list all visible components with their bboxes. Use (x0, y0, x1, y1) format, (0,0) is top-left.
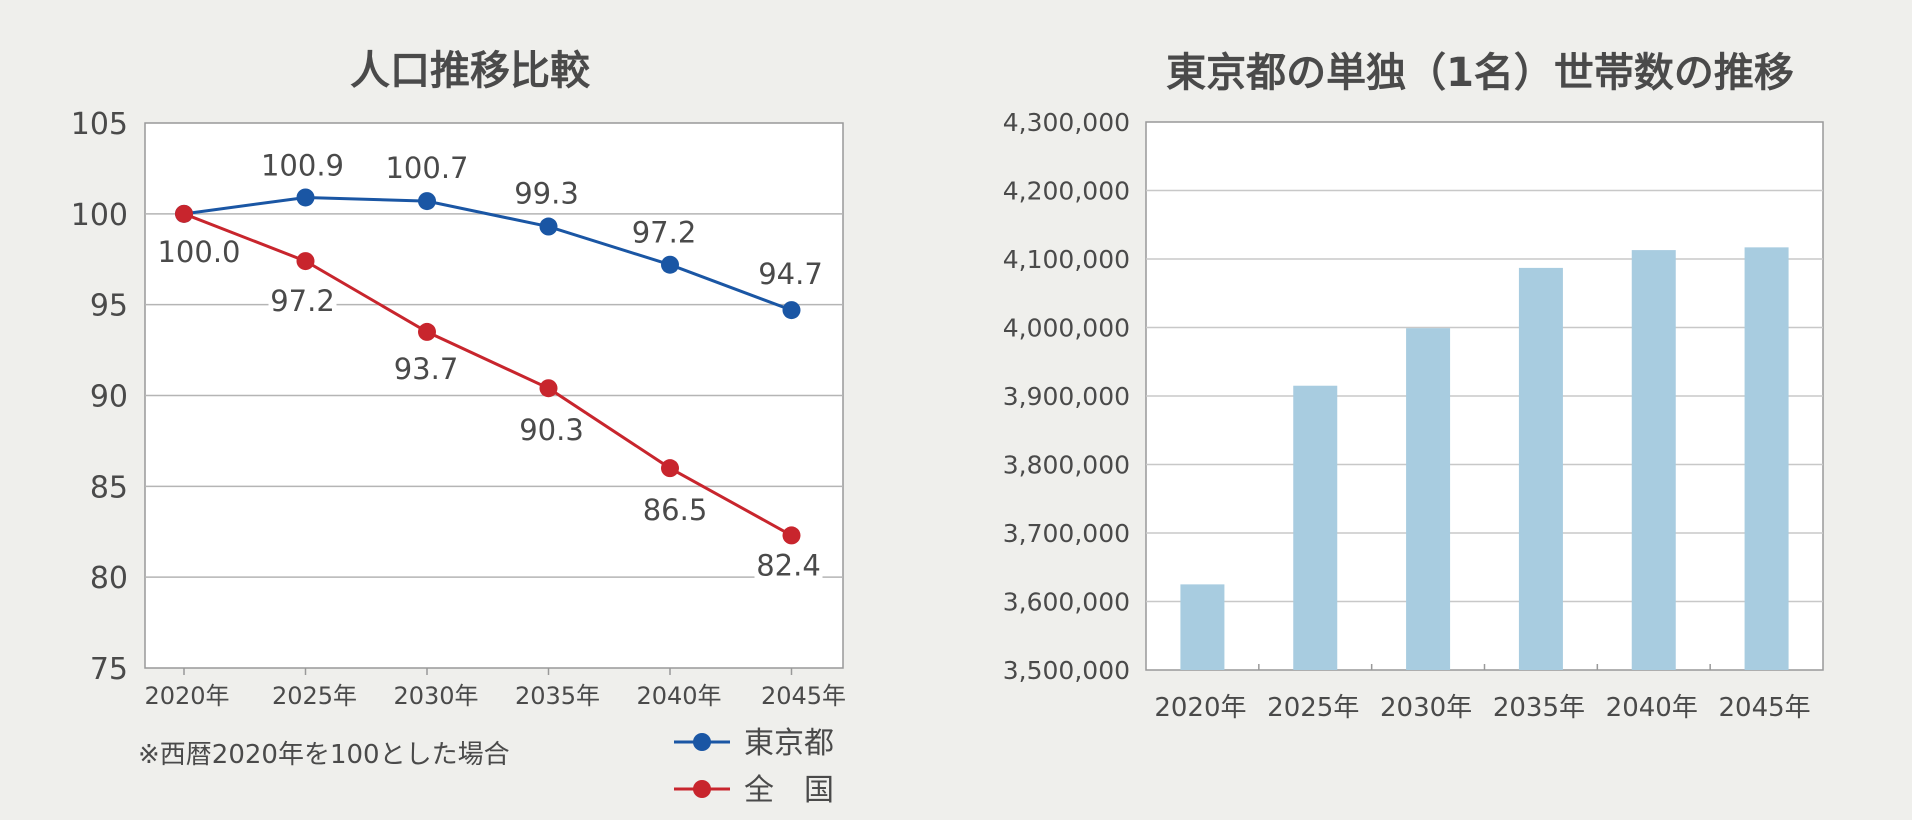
series-line-national (183, 212, 793, 537)
legend-marker-national (693, 780, 711, 798)
data-label-bg (165, 235, 233, 268)
line-y-tick-label: 90 (90, 380, 128, 415)
data-point (418, 192, 436, 211)
data-label-bg (392, 352, 460, 385)
bar-y-tick-label: 3,800,000 (1003, 451, 1130, 480)
bar (1518, 267, 1563, 670)
line-y-tick-label: 85 (90, 470, 128, 505)
bar-x-tick-label: 2030年 (1380, 693, 1472, 723)
line-x-ticks: 2020年 2025年 2030年 2035年 2040年 2045年 (144, 668, 846, 710)
bar-y-tick-label: 3,500,000 (1003, 656, 1130, 685)
data-label: 100.7 (385, 151, 468, 185)
line-legend: 東京都 全 国 (674, 726, 834, 808)
line-series (175, 188, 801, 545)
bar-x-tick-label: 2040年 (1606, 693, 1698, 723)
data-label: 86.5 (643, 493, 708, 527)
data-label-bg (268, 149, 337, 182)
line-y-tick-label: 100 (71, 198, 128, 233)
bar-y-ticks: 3,500,000 3,600,000 3,700,000 3,800,000 3,90… (1003, 108, 1130, 685)
bar (1180, 584, 1225, 670)
line-y-tick-label: 80 (90, 561, 128, 596)
data-label: 97.2 (270, 284, 335, 318)
data-label: 94.7 (758, 257, 823, 291)
data-label-bg (512, 177, 581, 210)
line-x-tick-label: 2045年 (761, 682, 846, 710)
series-line-tokyo (183, 195, 793, 312)
bar (1293, 385, 1338, 670)
data-label-bg (393, 152, 461, 185)
data-label: 99.3 (514, 177, 579, 211)
data-label-bg (756, 258, 825, 291)
chart-note: ※西暦2020年を100とした場合 (138, 740, 510, 770)
bar (1406, 328, 1451, 670)
data-label-bg (268, 285, 337, 318)
line-y-tick-label: 105 (71, 107, 128, 142)
data-label-bg (641, 494, 709, 527)
legend-marker-tokyo (693, 733, 711, 751)
line-y-tick-label: 75 (90, 652, 128, 687)
data-label-bg (754, 549, 823, 582)
bar-grid (1146, 189, 1823, 603)
data-label: 82.4 (756, 548, 821, 582)
data-point (175, 204, 193, 223)
data-label: 100.9 (261, 148, 344, 182)
line-x-tick-label: 2040年 (636, 682, 721, 710)
data-point (661, 255, 679, 274)
data-label: 90.3 (519, 413, 584, 447)
line-data-labels: 100.9 100.7 99.3 97.2 94.7 100.0 97.2 93.7 90.3 8… (157, 148, 825, 582)
legend-label-tokyo: 東京都 (744, 726, 834, 761)
bar-x-ticks: 2020年 2025年 2030年 2035年 2040年 2045年 (1154, 664, 1811, 723)
data-label-bg (630, 216, 698, 249)
data-label-bg (517, 414, 586, 447)
data-point (539, 217, 558, 236)
line-y-ticks: 75 80 85 90 95 100 105 (71, 107, 128, 687)
line-x-tick-label: 2035年 (515, 682, 600, 710)
bar (1744, 247, 1789, 671)
line-x-tick-label: 2020年 (144, 682, 229, 710)
bar-y-tick-label: 3,900,000 (1003, 382, 1130, 411)
bar-bars (1180, 247, 1789, 671)
data-label: 93.7 (394, 352, 459, 386)
line-x-tick-label: 2025年 (272, 682, 357, 710)
bar-y-tick-label: 3,600,000 (1003, 588, 1130, 617)
line-chart-title: 人口推移比較 (350, 48, 591, 94)
line-y-tick-label: 95 (90, 289, 128, 324)
bar-y-tick-label: 4,000,000 (1003, 314, 1130, 343)
line-x-tick-label: 2030年 (393, 682, 478, 710)
bar-y-tick-label: 4,300,000 (1003, 108, 1130, 137)
bar (1631, 250, 1676, 670)
bar-chart-title: 東京都の単独（1名）世帯数の推移 (1166, 50, 1794, 96)
bar-chart: 東京都の単独（1名）世帯数の推移 3,500,000 3,600,000 3,700… (1003, 50, 1824, 723)
data-point (539, 379, 558, 398)
bar-y-tick-label: 4,100,000 (1003, 245, 1130, 274)
data-point (661, 459, 679, 478)
data-point (296, 252, 315, 271)
data-point (782, 526, 801, 545)
data-label: 97.2 (632, 216, 697, 250)
bar-x-tick-label: 2020年 (1154, 693, 1246, 723)
bar-x-tick-label: 2035年 (1493, 693, 1585, 723)
data-point (418, 322, 436, 341)
data-point (296, 188, 315, 207)
bar-x-tick-label: 2025年 (1267, 693, 1359, 723)
bar-x-tick-label: 2045年 (1718, 693, 1810, 723)
bar-y-tick-label: 4,200,000 (1003, 177, 1130, 206)
bar-y-tick-label: 3,700,000 (1003, 519, 1130, 548)
data-label: 100.0 (157, 235, 240, 269)
legend-label-national: 全 国 (744, 773, 834, 808)
data-point (782, 301, 801, 320)
